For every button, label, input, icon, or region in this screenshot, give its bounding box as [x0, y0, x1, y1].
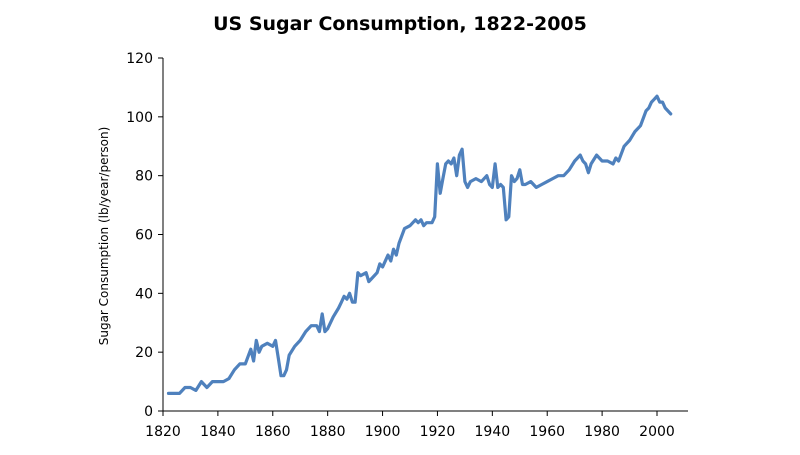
x-tick-label: 1980: [584, 424, 620, 440]
x-tick-label: 1880: [310, 424, 346, 440]
chart-title: US Sugar Consumption, 1822-2005: [213, 13, 587, 35]
plot-area: [166, 94, 673, 395]
y-tick-label: 60: [135, 228, 153, 244]
x-tick-label: 1940: [475, 424, 511, 440]
y-axis-label: Sugar Consumption (lb/year/person): [97, 127, 111, 346]
y-axis-ticks: 0 20 40 60 80 100 120: [126, 51, 163, 420]
y-tick-label: 40: [135, 286, 153, 302]
x-tick-label: 1900: [365, 424, 401, 440]
x-tick-label: 2000: [639, 424, 675, 440]
x-tick-label: 1820: [145, 424, 181, 440]
y-tick-label: 100: [126, 110, 153, 126]
axes: [162, 58, 688, 412]
y-tick-label: 120: [126, 51, 153, 67]
x-tick-label: 1920: [420, 424, 456, 440]
x-tick-label: 1960: [529, 424, 565, 440]
x-tick-label: 1860: [255, 424, 291, 440]
y-tick-label: 20: [135, 345, 153, 361]
x-axis-ticks: 1820 1840 1860 1880 1900 1920 1940 1960 1980 2000: [145, 411, 675, 440]
series-line-0: [166, 94, 673, 395]
y-tick-label: 80: [135, 169, 153, 185]
y-tick-label: 0: [144, 404, 153, 420]
x-tick-label: 1840: [200, 424, 236, 440]
